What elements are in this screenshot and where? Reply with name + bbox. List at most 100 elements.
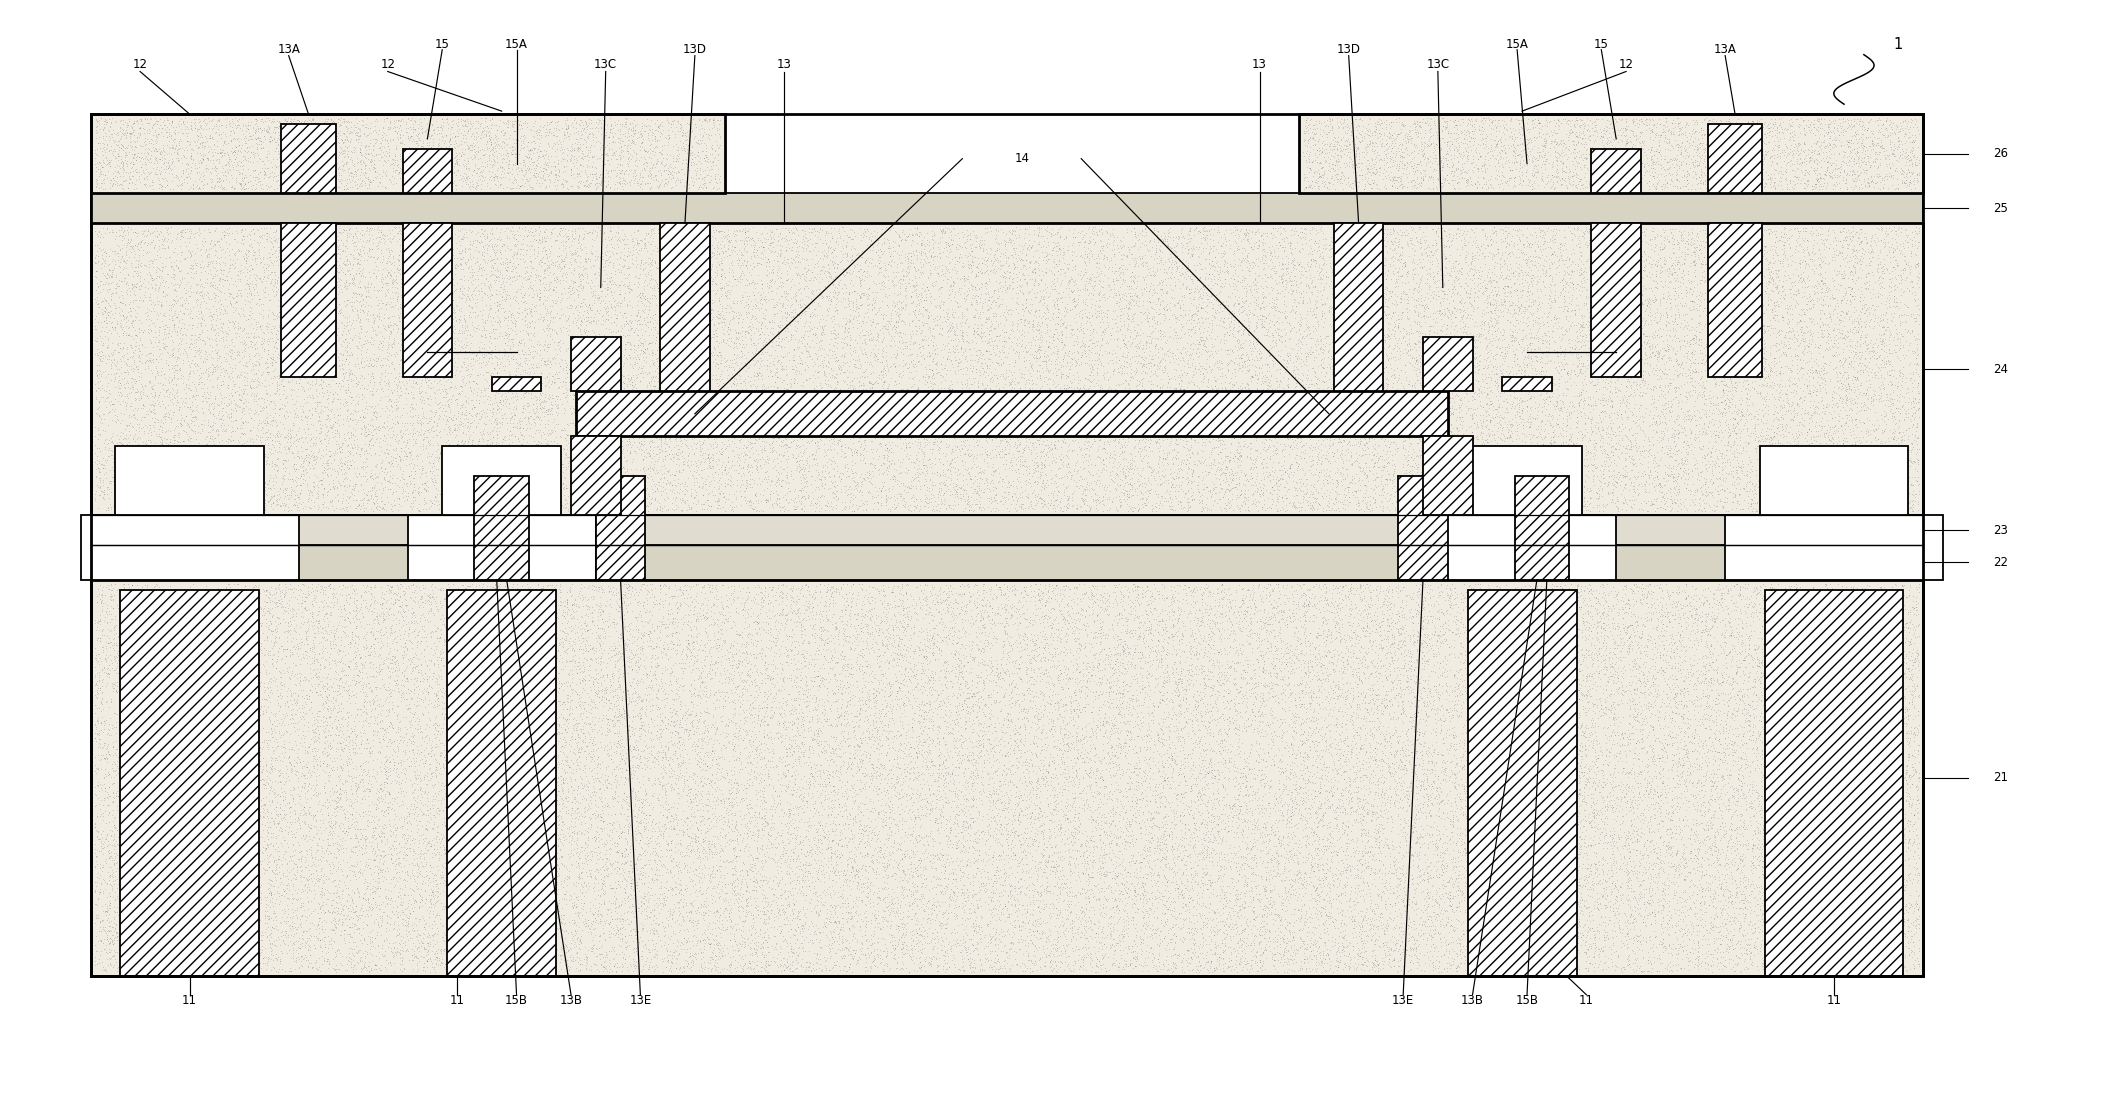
Point: [103, 883, 137, 901]
Point: [635, 220, 669, 238]
Point: [1750, 590, 1783, 607]
Point: [774, 825, 808, 843]
Point: [742, 736, 776, 754]
Point: [559, 751, 593, 769]
Point: [900, 321, 934, 339]
Point: [1052, 855, 1085, 872]
Point: [1882, 404, 1916, 421]
Point: [601, 174, 635, 191]
Point: [1870, 112, 1903, 130]
Point: [193, 928, 227, 946]
Point: [1527, 581, 1560, 598]
Point: [1085, 617, 1119, 635]
Point: [1823, 679, 1857, 696]
Point: [580, 498, 614, 516]
Point: [614, 807, 648, 825]
Point: [1087, 785, 1121, 803]
Point: [942, 961, 976, 979]
Point: [147, 903, 181, 921]
Point: [1783, 371, 1817, 388]
Point: [959, 891, 993, 909]
Point: [1657, 632, 1691, 650]
Point: [1148, 351, 1182, 369]
Point: [1140, 428, 1173, 446]
Point: [494, 112, 528, 130]
Point: [568, 914, 601, 932]
Point: [1609, 157, 1642, 175]
Point: [1295, 220, 1329, 238]
Point: [1483, 646, 1516, 663]
Point: [223, 752, 257, 770]
Point: [759, 644, 793, 661]
Point: [1520, 339, 1554, 356]
Point: [299, 341, 332, 359]
Point: [789, 460, 822, 477]
Point: [601, 672, 635, 690]
Point: [1415, 641, 1449, 659]
Point: [118, 666, 151, 683]
Point: [728, 374, 761, 392]
Point: [803, 834, 837, 851]
Point: [353, 653, 387, 671]
Point: [179, 896, 212, 914]
Point: [667, 379, 700, 397]
Point: [601, 920, 635, 937]
Point: [917, 896, 951, 914]
Point: [967, 290, 1001, 308]
Point: [1575, 286, 1609, 304]
Point: [78, 267, 111, 285]
Point: [719, 410, 753, 428]
Point: [574, 417, 608, 434]
Point: [366, 167, 400, 185]
Point: [198, 674, 231, 692]
Point: [578, 282, 612, 299]
Point: [1457, 337, 1491, 354]
Point: [1722, 162, 1756, 179]
Point: [1434, 886, 1468, 903]
Point: [713, 794, 747, 812]
Point: [654, 319, 688, 337]
Point: [1533, 734, 1567, 751]
Point: [848, 326, 881, 343]
Point: [1365, 422, 1398, 440]
Point: [103, 957, 137, 975]
Point: [273, 625, 307, 642]
Point: [80, 711, 114, 728]
Point: [753, 710, 787, 727]
Point: [591, 368, 625, 386]
Point: [589, 126, 622, 144]
Point: [564, 162, 597, 179]
Point: [1121, 618, 1155, 636]
Point: [1552, 961, 1586, 979]
Point: [793, 270, 826, 287]
Point: [1024, 399, 1058, 417]
Point: [501, 134, 534, 152]
Point: [1037, 651, 1070, 669]
Point: [1056, 262, 1089, 279]
Point: [339, 602, 372, 619]
Point: [1361, 821, 1394, 838]
Point: [702, 860, 736, 878]
Point: [473, 223, 507, 241]
Point: [1628, 475, 1661, 493]
Point: [149, 747, 183, 764]
Point: [1306, 586, 1340, 604]
Point: [307, 250, 341, 267]
Point: [505, 806, 538, 824]
Point: [519, 231, 553, 249]
Point: [1661, 817, 1695, 835]
Point: [1870, 481, 1903, 498]
Point: [324, 166, 358, 184]
Point: [1851, 730, 1884, 748]
Point: [1493, 810, 1527, 827]
Point: [1624, 856, 1657, 873]
Point: [1867, 359, 1901, 376]
Point: [528, 952, 562, 969]
Point: [759, 390, 793, 408]
Point: [1365, 283, 1398, 300]
Point: [730, 395, 763, 412]
Point: [307, 607, 341, 625]
Point: [702, 844, 736, 861]
Point: [564, 874, 597, 892]
Point: [1874, 888, 1907, 905]
